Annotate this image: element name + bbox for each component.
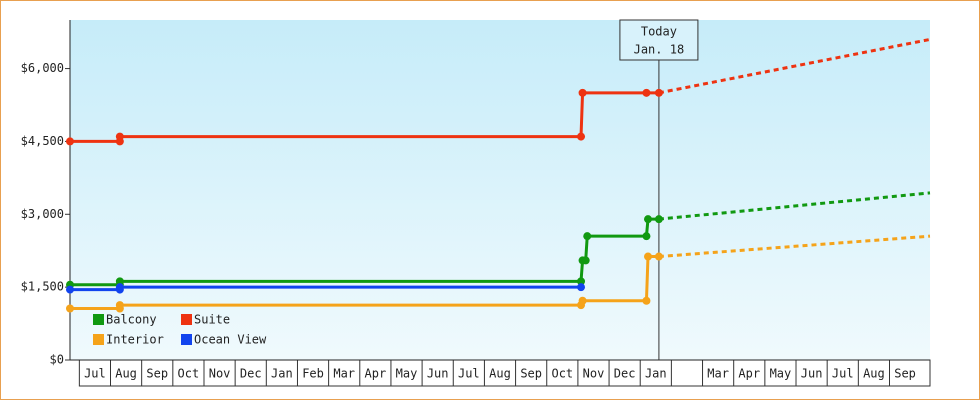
x-tick-label: Oct <box>551 367 573 381</box>
point <box>578 296 587 305</box>
point <box>66 137 74 146</box>
legend-label: Balcony <box>106 313 157 327</box>
point <box>577 277 586 286</box>
legend-label: Interior <box>106 333 164 347</box>
y-tick-label: $3,000 <box>21 207 64 221</box>
y-tick-label: $6,000 <box>21 61 64 75</box>
point <box>115 283 124 292</box>
y-tick-label: $1,500 <box>21 280 64 294</box>
legend-label: Suite <box>194 313 230 327</box>
legend-swatch <box>93 334 104 345</box>
y-tick-label: $4,500 <box>21 134 64 148</box>
point <box>577 132 586 141</box>
projection-line <box>658 37 931 95</box>
legend-swatch <box>181 314 192 325</box>
y-tick-label: $0 <box>50 353 64 367</box>
x-tick-label: Mar <box>707 367 729 381</box>
x-tick-label: Sep <box>146 367 168 381</box>
x-tick-label: May <box>770 367 792 381</box>
point <box>583 232 592 241</box>
x-tick-label: Dec <box>240 367 262 381</box>
x-tick-label: Apr <box>365 367 387 381</box>
point <box>66 304 74 313</box>
x-tick-label: Aug <box>115 367 137 381</box>
x-tick-label: Jun <box>801 367 823 381</box>
point <box>654 252 663 261</box>
x-tick-label: Aug <box>489 367 511 381</box>
x-tick-label: Jul <box>832 367 854 381</box>
point <box>654 215 663 224</box>
today-label: Jan. 18 <box>634 43 685 57</box>
projection-line <box>658 191 931 221</box>
x-tick-label: Feb <box>302 367 324 381</box>
point <box>654 88 663 97</box>
x-tick-label: Apr <box>738 367 760 381</box>
x-tick-label: Jun <box>427 367 449 381</box>
point <box>644 252 653 261</box>
projection-line <box>658 234 931 259</box>
point <box>115 132 124 141</box>
point <box>644 215 653 224</box>
x-tick-label: Jul <box>458 367 480 381</box>
point <box>642 296 651 305</box>
point <box>642 232 651 241</box>
point <box>115 301 124 310</box>
x-tick-label: Aug <box>863 367 885 381</box>
point <box>578 88 587 97</box>
x-tick-label: Sep <box>894 367 916 381</box>
legend-swatch <box>93 314 104 325</box>
x-tick-label: Jul <box>84 367 106 381</box>
x-tick-label: Oct <box>178 367 200 381</box>
point <box>581 256 590 265</box>
x-tick-label: Dec <box>614 367 636 381</box>
x-tick-label: Nov <box>209 367 231 381</box>
x-tick-label: Mar <box>333 367 355 381</box>
x-tick-label: Nov <box>583 367 605 381</box>
point <box>115 277 124 286</box>
plot-area <box>70 20 930 360</box>
x-tick-label: Jan <box>645 367 667 381</box>
x-tick-label: May <box>396 367 418 381</box>
point <box>642 88 651 97</box>
legend-label: Ocean View <box>194 333 267 347</box>
x-tick-label: Jan <box>271 367 293 381</box>
x-tick-label: Sep <box>520 367 542 381</box>
legend-swatch <box>181 334 192 345</box>
today-box <box>619 19 699 61</box>
today-label: Today <box>641 25 677 39</box>
point <box>577 283 586 292</box>
point <box>66 285 74 294</box>
